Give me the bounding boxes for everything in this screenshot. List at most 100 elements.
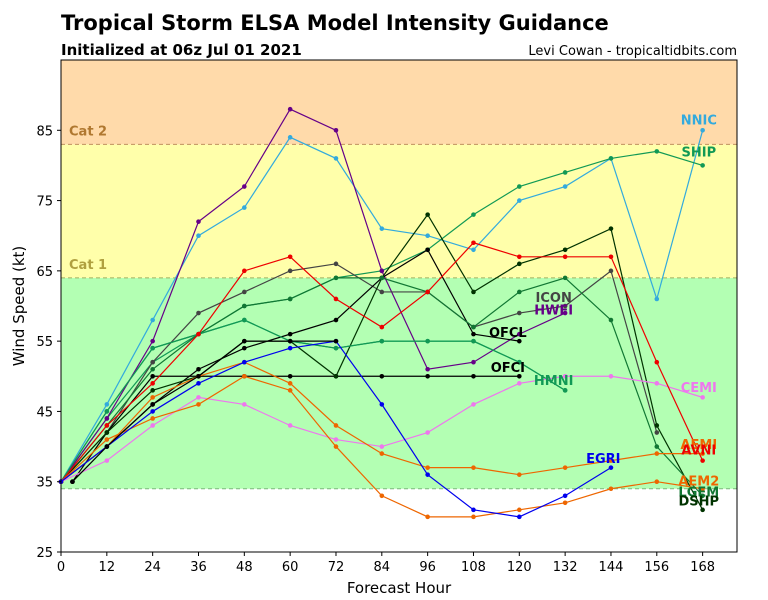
series-label-egri: EGRI <box>586 452 620 467</box>
series-point-dshp-11 <box>562 247 568 253</box>
series-point-hwfi-1 <box>104 416 110 421</box>
series-point-aemi-11 <box>562 465 568 470</box>
series-point-hwfi-11 <box>562 310 568 316</box>
series-point-dshp-10 <box>517 261 522 267</box>
series-point-blk-6 <box>333 338 339 344</box>
series-point-aemi-8 <box>425 465 430 470</box>
x-tick-label-0: 0 <box>57 560 65 575</box>
series-point-aem2-2 <box>150 416 155 421</box>
series-point-ofcl-10 <box>517 338 522 344</box>
series-point-avni-3 <box>196 331 201 337</box>
series-point-ofci-7 <box>379 373 385 379</box>
band-3 <box>61 60 737 145</box>
y-tick-label-25: 25 <box>36 546 53 561</box>
series-point-icon-2 <box>150 359 155 365</box>
series-point-blk-5 <box>287 338 293 344</box>
series-point-blk-1 <box>104 444 110 449</box>
series-point-lgem-2 <box>150 366 155 372</box>
series-point-ofcl-4 <box>242 345 247 351</box>
plot-frame <box>60 59 738 553</box>
series-point-lgem-11 <box>562 275 568 281</box>
series-point-hwfi-2 <box>150 338 155 344</box>
series-point-lgem-7 <box>379 275 385 281</box>
series-point-ofcl-6 <box>333 317 339 323</box>
series-label-aemi: AEMI <box>680 438 717 453</box>
series-point-icon-4 <box>242 289 247 295</box>
series-point-ofcl-8 <box>425 247 430 253</box>
series-point-aem2-3 <box>196 402 201 407</box>
series-point-cemi-7 <box>379 444 385 449</box>
series-point-aem2-13 <box>654 479 660 485</box>
series-point-blk-4 <box>242 338 247 344</box>
series-point-aem2-9 <box>471 514 476 520</box>
series-point-ofci-9 <box>471 373 476 379</box>
series-point-egri-3 <box>196 381 201 386</box>
series-label-lgem: LGEM <box>678 486 719 501</box>
category-label-0: Cat 1 <box>69 258 107 273</box>
series-point-avni-10 <box>517 254 522 260</box>
x-tick-label-120: 120 <box>507 560 532 575</box>
series-point-avni-2 <box>150 381 155 386</box>
series-point-nnic-7 <box>379 226 385 231</box>
series-point-hmni-1 <box>104 409 110 414</box>
series-point-aemi-5 <box>287 381 293 386</box>
series-point-egri-8 <box>425 472 430 477</box>
series-point-lgem-5 <box>287 296 293 302</box>
y-axis-ticks: 25 35 45 55 65 75 85 <box>36 124 61 561</box>
x-tick-label-84: 84 <box>374 560 391 575</box>
x-tick-label-156: 156 <box>644 560 669 575</box>
x-tick-label-36: 36 <box>190 560 207 575</box>
series-point-ship2-9 <box>471 212 476 217</box>
series-point-hwfi-9 <box>471 359 476 365</box>
series-point-aem2-1 <box>104 437 110 442</box>
series-point-egri-2 <box>150 409 155 414</box>
series-point-ship2-13 <box>654 149 660 154</box>
series-point-nnic-6 <box>333 156 339 161</box>
series-point-lgem-4 <box>242 303 247 309</box>
series-point-ofcl-3 <box>196 366 201 372</box>
y-axis-label: Wind Speed (kt) <box>10 246 28 367</box>
series-point-hwfi-5 <box>287 106 293 112</box>
series-point-lgem-12 <box>608 317 614 323</box>
series-point-nnic-8 <box>425 233 430 239</box>
series-point-hmni-4 <box>242 317 247 323</box>
series-point-hwfi-6 <box>333 127 339 133</box>
series-point-nnic-5 <box>287 135 293 140</box>
series-point-lgem-10 <box>517 289 522 295</box>
series-point-hwfi-3 <box>196 219 201 224</box>
series-point-nnic-3 <box>196 233 201 239</box>
band-0 <box>61 488 737 552</box>
chart-credit: Levi Cowan - tropicaltidbits.com <box>528 44 737 59</box>
series-point-cemi-11 <box>562 373 568 379</box>
x-tick-label-168: 168 <box>690 560 715 575</box>
series-label-avni: AVNI <box>681 443 716 458</box>
series-point-dshp-6 <box>333 373 339 379</box>
series-point-egri-12 <box>608 465 614 470</box>
series-point-cemi-9 <box>471 402 476 407</box>
series-point-ship2-14 <box>700 163 705 168</box>
series-point-cemi-8 <box>425 430 430 435</box>
series-point-ship2-11 <box>562 170 568 175</box>
series-point-aem2-12 <box>608 486 614 492</box>
series-point-aem2-10 <box>517 507 522 513</box>
series-label-cemi: CEMI <box>681 381 717 396</box>
series-point-hmni-10 <box>517 359 522 365</box>
series-point-aemi-9 <box>471 465 476 470</box>
series-point-dshp-12 <box>608 226 614 231</box>
series-point-cemi-3 <box>196 395 201 400</box>
series-point-dshp-2 <box>150 388 155 393</box>
series-point-icon-6 <box>333 261 339 267</box>
series-point-cemi-10 <box>517 381 522 386</box>
series-point-avni-1 <box>104 423 110 428</box>
series-label-aem2: AEM2 <box>678 474 719 489</box>
series-label-icon: ICON <box>536 291 572 306</box>
series-point-nnic-9 <box>471 247 476 253</box>
series-point-egri-9 <box>471 507 476 513</box>
y-tick-label-55: 55 <box>36 335 53 350</box>
series-label-ofci: OFCI <box>491 361 525 376</box>
series-point-aem2-6 <box>333 444 339 449</box>
series-label-ship: SHIP <box>682 145 717 160</box>
y-tick-label-85: 85 <box>36 124 53 139</box>
series-point-dshp-14 <box>700 507 705 513</box>
series-point-dshp-1 <box>104 430 110 435</box>
